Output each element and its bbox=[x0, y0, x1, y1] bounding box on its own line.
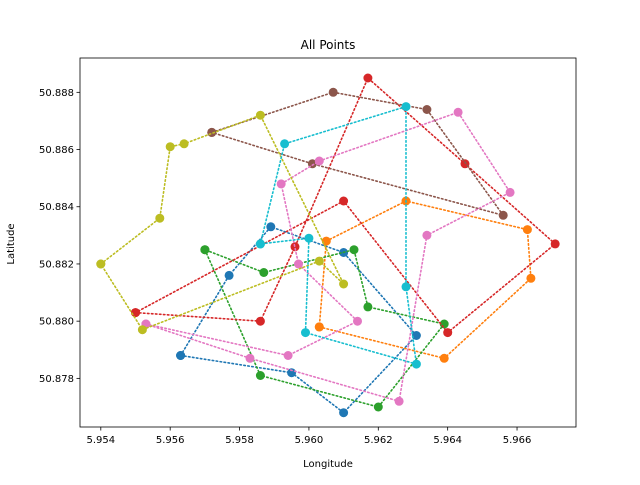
data-point bbox=[224, 270, 234, 280]
data-point bbox=[522, 225, 532, 235]
data-point bbox=[266, 222, 276, 232]
y-axis-label: Latitude bbox=[6, 223, 17, 264]
y-tick-label: 50.882 bbox=[39, 259, 74, 270]
series-2 bbox=[200, 245, 449, 412]
data-point bbox=[137, 325, 147, 335]
data-point bbox=[328, 87, 338, 97]
data-point bbox=[304, 233, 314, 243]
data-point bbox=[363, 302, 373, 312]
data-point bbox=[314, 156, 324, 166]
data-point bbox=[498, 210, 508, 220]
data-point bbox=[280, 139, 290, 149]
y-tick-label: 50.886 bbox=[39, 145, 74, 156]
data-point bbox=[339, 408, 349, 418]
data-point bbox=[422, 230, 432, 240]
series-line bbox=[134, 76, 557, 334]
x-tick-label: 5.964 bbox=[433, 435, 462, 446]
data-point bbox=[96, 259, 106, 269]
data-point bbox=[401, 102, 411, 112]
x-tick-label: 5.962 bbox=[364, 435, 393, 446]
series-line bbox=[100, 114, 345, 331]
y-tick-label: 50.888 bbox=[39, 88, 74, 99]
data-point bbox=[255, 110, 265, 120]
data-point bbox=[287, 368, 297, 378]
series-8 bbox=[255, 102, 421, 369]
data-point bbox=[439, 353, 449, 363]
x-tick-label: 5.958 bbox=[225, 435, 254, 446]
data-point bbox=[255, 371, 265, 380]
axes-layer: 5.954 5.956 5.958 5.960 5.962 5.964 5.966 50.87… bbox=[39, 57, 577, 446]
data-point bbox=[550, 239, 560, 249]
data-point bbox=[453, 107, 463, 117]
y-tick-label: 50.878 bbox=[39, 374, 74, 385]
data-point bbox=[505, 187, 515, 197]
data-point bbox=[294, 259, 303, 269]
series-line bbox=[211, 91, 506, 217]
data-point bbox=[314, 322, 324, 332]
series-3 bbox=[131, 73, 560, 338]
data-point bbox=[200, 245, 210, 255]
data-point bbox=[411, 331, 421, 340]
x-tick-label: 5.954 bbox=[86, 435, 115, 446]
data-point bbox=[394, 396, 404, 406]
plot-frame bbox=[79, 57, 577, 428]
y-tick-label: 50.884 bbox=[39, 202, 74, 213]
data-point bbox=[245, 353, 255, 363]
x-tick-label: 5.960 bbox=[295, 435, 324, 446]
data-point bbox=[526, 273, 536, 283]
series-0 bbox=[176, 222, 421, 418]
data-point bbox=[276, 179, 286, 189]
data-point bbox=[339, 279, 349, 289]
data-point bbox=[443, 328, 453, 338]
series-1 bbox=[314, 196, 536, 363]
data-point bbox=[373, 402, 383, 412]
x-tick-label: 5.966 bbox=[503, 435, 532, 446]
data-point bbox=[411, 359, 421, 369]
chart-title: All Points bbox=[301, 38, 356, 52]
data-point bbox=[349, 245, 359, 255]
y-tick-label: 50.880 bbox=[39, 317, 74, 328]
series-line bbox=[179, 225, 418, 414]
series-line bbox=[259, 105, 418, 366]
data-point bbox=[176, 351, 186, 360]
series-layer bbox=[96, 73, 560, 418]
data-point bbox=[165, 142, 175, 152]
data-point bbox=[155, 213, 165, 223]
series-line bbox=[145, 111, 512, 403]
data-point bbox=[422, 105, 432, 114]
data-point bbox=[401, 282, 411, 292]
series-line bbox=[204, 248, 446, 408]
data-point bbox=[353, 316, 362, 326]
x-axis-label: Longitude bbox=[303, 459, 353, 470]
x-tick-label: 5.956 bbox=[156, 435, 185, 446]
series-5 bbox=[207, 87, 508, 220]
data-point bbox=[339, 196, 349, 206]
data-point bbox=[363, 73, 373, 83]
data-point bbox=[314, 256, 324, 266]
data-point bbox=[255, 316, 265, 326]
data-point bbox=[255, 239, 265, 249]
data-point bbox=[179, 139, 189, 149]
series-6 bbox=[141, 107, 515, 406]
data-point bbox=[259, 268, 269, 277]
series-7 bbox=[96, 110, 349, 335]
data-point bbox=[283, 351, 293, 360]
data-point bbox=[321, 236, 331, 246]
data-point bbox=[301, 328, 310, 338]
series-line bbox=[318, 200, 532, 360]
